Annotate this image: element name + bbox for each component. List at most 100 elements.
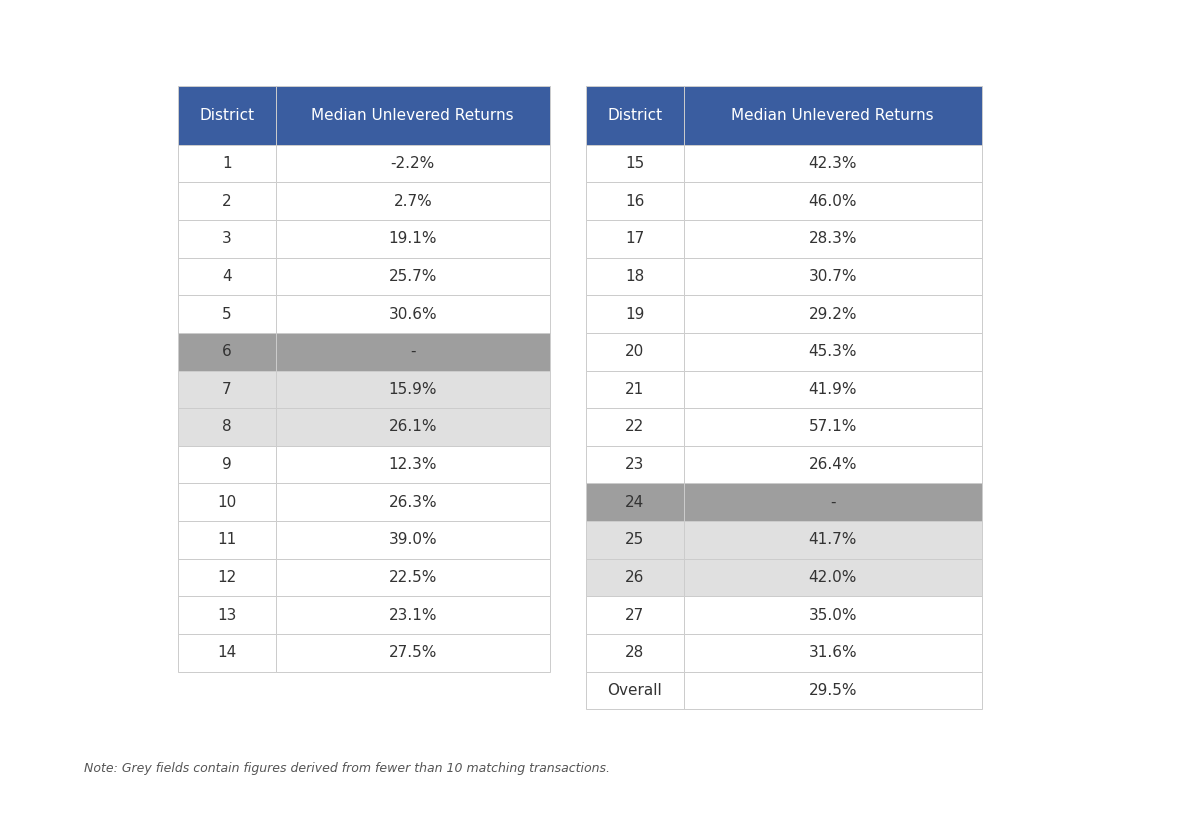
Text: 23: 23 [625,457,644,472]
Bar [178,333,276,371]
Text: 28.3%: 28.3% [809,231,857,246]
Text: 13: 13 [217,608,236,622]
Bar [586,295,684,333]
Bar [178,86,276,145]
Bar [684,521,982,559]
Text: 42.3%: 42.3% [809,156,857,171]
Text: 1: 1 [222,156,232,171]
Bar [586,333,684,371]
Bar [276,371,550,408]
Text: 7: 7 [222,382,232,397]
Text: 12.3%: 12.3% [389,457,437,472]
Bar [178,258,276,295]
Text: 30.7%: 30.7% [809,269,857,284]
Bar [178,596,276,634]
Bar [586,521,684,559]
Bar [586,86,684,145]
Text: 16: 16 [625,194,644,209]
Text: 10: 10 [217,495,236,510]
Bar [586,371,684,408]
Bar [684,446,982,483]
Text: District: District [607,108,662,123]
Bar [178,371,276,408]
Bar [178,145,276,182]
Text: -: - [410,344,415,359]
Text: 18: 18 [625,269,644,284]
Bar [276,596,550,634]
Bar [178,182,276,220]
Bar [684,295,982,333]
Text: 57.1%: 57.1% [809,420,857,434]
Bar [684,220,982,258]
Text: 2.7%: 2.7% [394,194,432,209]
Text: 15: 15 [625,156,644,171]
Bar [276,408,550,446]
Bar [684,559,982,596]
Text: 41.9%: 41.9% [809,382,857,397]
Text: 22: 22 [625,420,644,434]
Text: District: District [199,108,254,123]
Text: 28: 28 [625,645,644,660]
Text: 8: 8 [222,420,232,434]
Text: 41.7%: 41.7% [809,533,857,547]
Bar [586,258,684,295]
Text: 19.1%: 19.1% [389,231,437,246]
Text: -: - [830,495,835,510]
Bar [276,258,550,295]
Bar [178,483,276,521]
Text: 22.5%: 22.5% [389,570,437,585]
Text: 11: 11 [217,533,236,547]
Bar [276,86,550,145]
Text: 21: 21 [625,382,644,397]
Text: 6: 6 [222,344,232,359]
Text: Note: Grey fields contain figures derived from fewer than 10 matching transactio: Note: Grey fields contain figures derive… [84,762,610,775]
Bar [586,559,684,596]
Bar [586,408,684,446]
Text: 19: 19 [625,307,644,321]
Text: Median Unlevered Returns: Median Unlevered Returns [732,108,934,123]
Text: 27: 27 [625,608,644,622]
Bar [276,483,550,521]
Text: 3: 3 [222,231,232,246]
Bar [276,521,550,559]
Text: 4: 4 [222,269,232,284]
Bar [684,483,982,521]
Bar [586,672,684,709]
Bar [276,295,550,333]
Text: 26.4%: 26.4% [809,457,857,472]
Bar [178,408,276,446]
Bar [684,371,982,408]
Bar [178,220,276,258]
Text: 45.3%: 45.3% [809,344,857,359]
Text: 46.0%: 46.0% [809,194,857,209]
Bar [276,182,550,220]
Text: 39.0%: 39.0% [389,533,437,547]
Bar [178,521,276,559]
Text: 25: 25 [625,533,644,547]
Text: 42.0%: 42.0% [809,570,857,585]
Bar [684,408,982,446]
Bar [684,634,982,672]
Text: 23.1%: 23.1% [389,608,437,622]
Text: -2.2%: -2.2% [391,156,434,171]
Bar [586,220,684,258]
Bar [276,446,550,483]
Bar [276,145,550,182]
Text: 9: 9 [222,457,232,472]
Bar [586,483,684,521]
Bar [684,182,982,220]
Text: 25.7%: 25.7% [389,269,437,284]
Bar [684,596,982,634]
Bar [586,182,684,220]
Text: 17: 17 [625,231,644,246]
Text: 20: 20 [625,344,644,359]
Bar [178,634,276,672]
Bar [684,258,982,295]
Bar [178,446,276,483]
Bar [276,333,550,371]
Text: 26.3%: 26.3% [389,495,437,510]
Text: 29.5%: 29.5% [809,683,857,698]
Bar [178,295,276,333]
Bar [586,145,684,182]
Bar [178,559,276,596]
